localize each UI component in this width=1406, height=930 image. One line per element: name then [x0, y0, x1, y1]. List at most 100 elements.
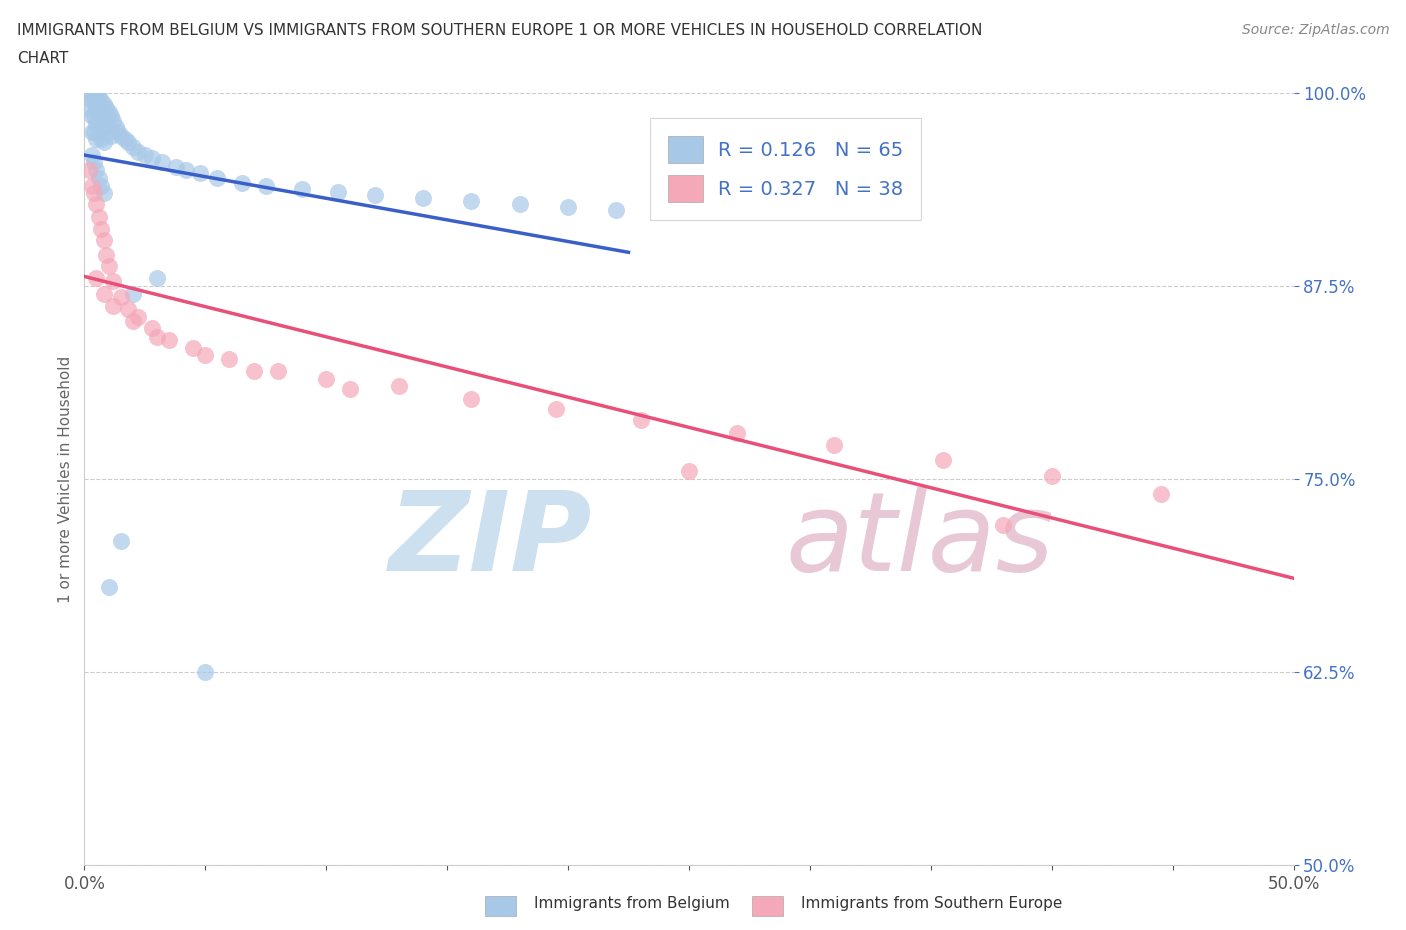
Point	[83, 93, 105, 108]
Point	[94, 247, 117, 262]
Point	[146, 271, 169, 286]
Point	[80, 93, 103, 108]
Point	[110, 128, 132, 143]
Point	[90, 109, 112, 124]
Point	[254, 179, 277, 193]
Point	[110, 533, 132, 548]
Point	[388, 379, 411, 393]
Point	[127, 144, 149, 159]
Point	[97, 259, 120, 273]
Point	[165, 160, 187, 175]
Point	[605, 203, 627, 218]
Point	[315, 371, 337, 386]
Point	[77, 101, 100, 116]
Point	[174, 163, 197, 178]
Point	[107, 125, 129, 140]
Point	[86, 132, 108, 147]
Point	[544, 402, 567, 417]
Point	[509, 197, 531, 212]
Point	[181, 340, 204, 355]
Point	[93, 97, 115, 112]
Point	[460, 392, 482, 406]
Point	[725, 425, 748, 440]
Point	[103, 274, 125, 289]
Point	[231, 175, 253, 190]
Point	[150, 155, 173, 170]
Point	[110, 289, 132, 304]
Legend: R = 0.126   N = 65, R = 0.327   N = 38: R = 0.126 N = 65, R = 0.327 N = 38	[650, 118, 921, 219]
Point	[93, 135, 115, 150]
Point	[83, 155, 105, 170]
Point	[103, 113, 125, 128]
Point	[557, 200, 579, 215]
Point	[460, 193, 482, 208]
Point	[90, 179, 112, 193]
Point	[127, 310, 149, 325]
Point	[90, 132, 112, 147]
Text: Immigrants from Southern Europe: Immigrants from Southern Europe	[801, 897, 1063, 911]
Point	[117, 135, 139, 150]
Point	[121, 286, 143, 301]
Point	[80, 147, 103, 162]
Point	[678, 464, 700, 479]
Point	[1149, 487, 1171, 502]
Point	[86, 86, 108, 100]
Point	[93, 286, 115, 301]
Y-axis label: 1 or more Vehicles in Household: 1 or more Vehicles in Household	[58, 355, 73, 603]
Point	[121, 140, 143, 154]
Point	[93, 112, 115, 126]
Point	[83, 86, 105, 100]
Point	[80, 179, 103, 193]
Point	[114, 132, 136, 147]
Point	[100, 128, 122, 143]
Point	[218, 352, 240, 366]
Point	[86, 271, 108, 286]
Point	[190, 166, 212, 180]
Point	[87, 170, 110, 185]
Point	[993, 518, 1015, 533]
Point	[83, 186, 105, 201]
Point	[87, 88, 110, 103]
Point	[97, 104, 120, 119]
Point	[100, 109, 122, 124]
Point	[86, 197, 108, 212]
Point	[94, 101, 117, 116]
Point	[83, 109, 105, 124]
Point	[194, 348, 217, 363]
Point	[83, 125, 105, 140]
Point	[412, 191, 434, 206]
Point	[207, 170, 229, 185]
Text: atlas: atlas	[786, 487, 1054, 594]
Point	[97, 125, 120, 140]
Point	[134, 147, 156, 162]
Point	[93, 232, 115, 247]
Point	[80, 125, 103, 140]
Point	[242, 364, 264, 379]
Point	[267, 364, 290, 379]
Point	[104, 120, 127, 135]
Point	[90, 93, 112, 108]
Point	[141, 151, 163, 166]
Text: Immigrants from Belgium: Immigrants from Belgium	[534, 897, 730, 911]
Point	[363, 188, 385, 203]
Point	[77, 163, 100, 178]
Point	[146, 329, 169, 344]
Point	[87, 125, 110, 140]
Point	[117, 301, 139, 316]
Point	[339, 382, 361, 397]
Point	[103, 299, 125, 313]
Point	[157, 333, 180, 348]
Point	[141, 320, 163, 335]
Point	[194, 665, 217, 680]
Point	[932, 453, 955, 468]
Point	[86, 101, 108, 116]
Point	[93, 186, 115, 201]
Point	[87, 209, 110, 224]
Point	[90, 221, 112, 236]
Point	[77, 86, 100, 100]
Text: ZIP: ZIP	[388, 487, 592, 594]
Text: CHART: CHART	[17, 51, 69, 66]
Point	[328, 184, 350, 199]
Point	[80, 109, 103, 124]
Point	[80, 86, 103, 100]
